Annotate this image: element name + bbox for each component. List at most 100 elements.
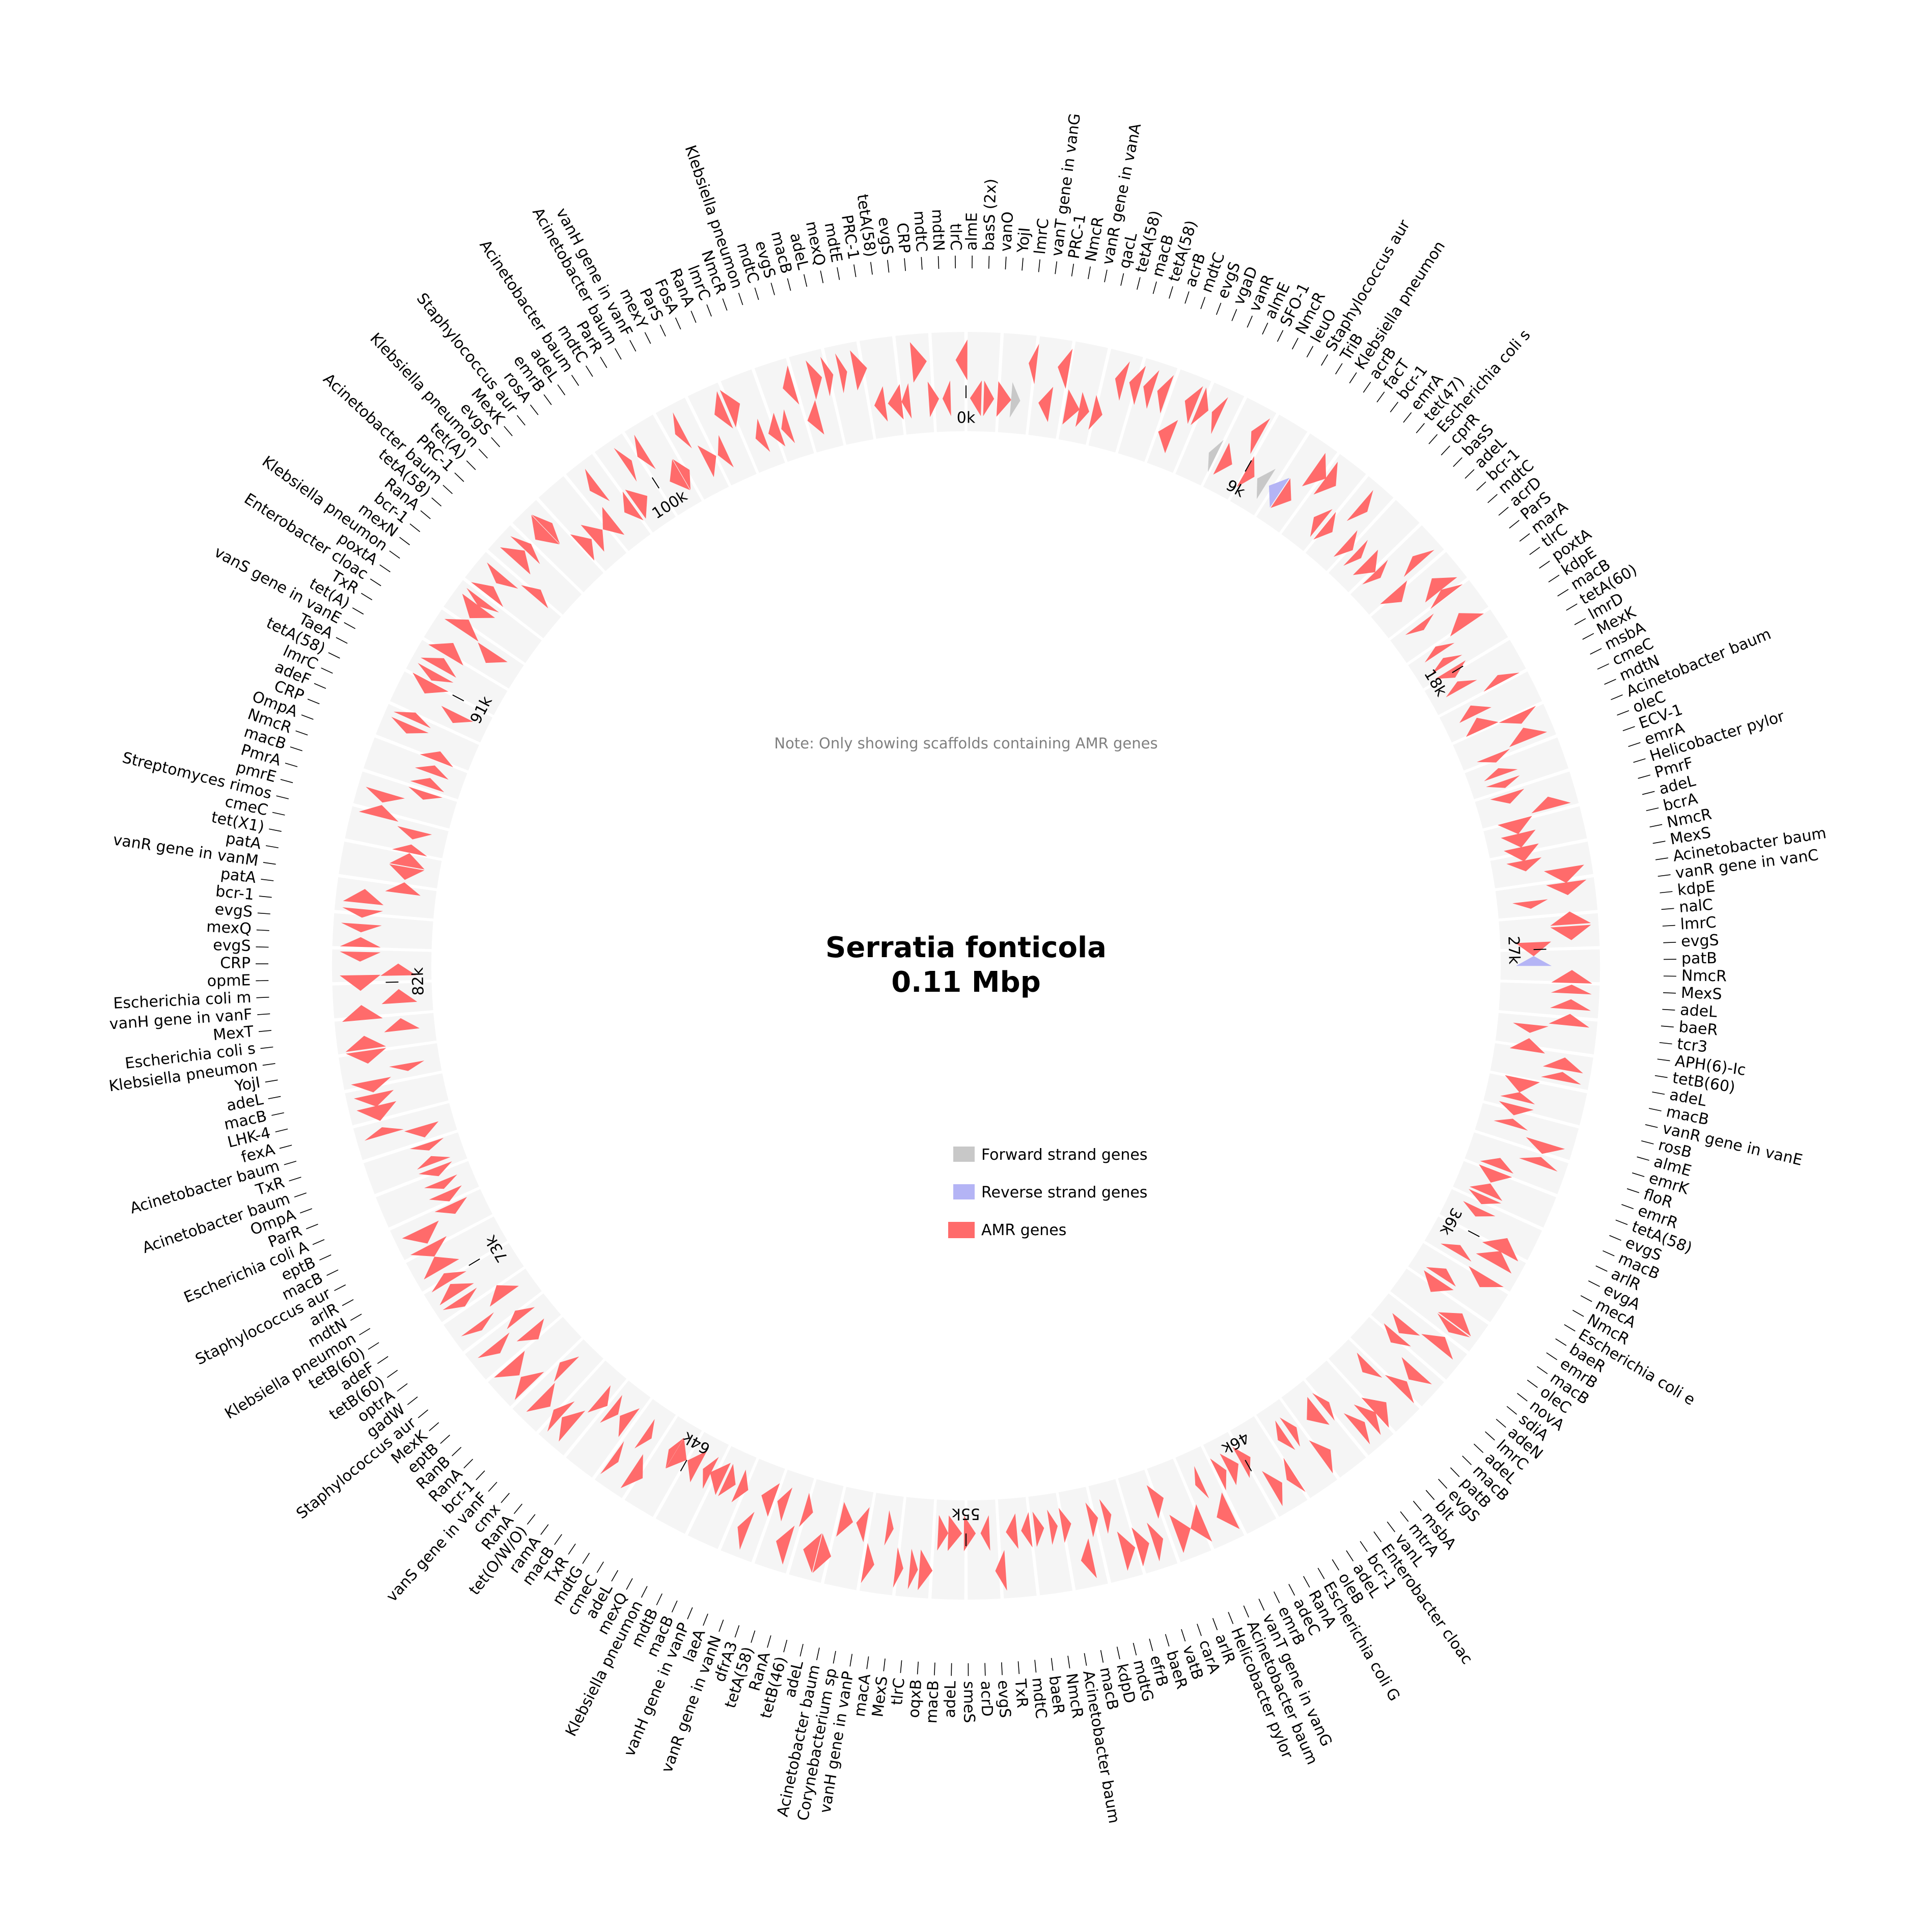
- gene-arrow: [687, 1450, 707, 1483]
- gene-label: bcr-1: [215, 882, 255, 904]
- track-segment: [1329, 1339, 1420, 1432]
- gene-arrow: [366, 787, 405, 803]
- track-segment: [1465, 1132, 1569, 1194]
- gene-arrow: [1542, 1057, 1583, 1074]
- gene-label-tick: [1084, 1653, 1087, 1666]
- gene-arrow: [1549, 1014, 1589, 1028]
- gene-label-tick: [1231, 309, 1237, 321]
- organism-title: Serratia fonticola: [825, 931, 1107, 964]
- tick-label: 55k: [952, 1505, 980, 1523]
- gene-label-tick: [770, 283, 775, 295]
- gene-label-tick: [1152, 281, 1157, 294]
- gene-arrow: [909, 342, 927, 383]
- gene-arrow: [1217, 1492, 1240, 1529]
- gene-label-tick: [276, 795, 289, 799]
- gene-arrow: [861, 1543, 874, 1583]
- track-segment: [1499, 982, 1600, 1019]
- gene-arrow: [1147, 1522, 1164, 1561]
- gene-label: tlrC: [946, 223, 964, 250]
- track-segment: [538, 476, 627, 571]
- gene-arrow: [392, 844, 427, 857]
- gene-arrow: [381, 989, 418, 1004]
- gene-label-tick: [379, 564, 391, 573]
- track-segment: [1483, 1073, 1587, 1126]
- gene-arrow: [1343, 540, 1368, 566]
- gene-arrow: [634, 1419, 655, 1449]
- gene-label-tick: [1262, 322, 1268, 335]
- gene-arrow: [1505, 1075, 1540, 1093]
- gene-arrow: [1466, 717, 1499, 737]
- gene-label-tick: [557, 384, 566, 396]
- gene-label-tick: [1438, 1478, 1448, 1489]
- gene-arrow: [1385, 1375, 1414, 1404]
- gene-arrow: [1088, 395, 1102, 430]
- track-segment: [1475, 771, 1579, 829]
- track-segment: [1305, 476, 1394, 571]
- gene-label-tick: [849, 1654, 853, 1667]
- gene-label-tick: [1116, 1646, 1120, 1660]
- gene-arrow: [835, 353, 847, 394]
- gene-arrow: [424, 1256, 459, 1280]
- gene-label: kdpE: [1676, 878, 1716, 900]
- gene-arrow: [489, 1285, 519, 1307]
- gene-arrow: [836, 1502, 853, 1537]
- gene-label-tick: [463, 1459, 474, 1469]
- gene-arrow: [776, 1525, 795, 1565]
- gene-label: acrD: [977, 1681, 996, 1717]
- gene-label-tick: [1566, 603, 1578, 611]
- track-segment: [824, 1487, 874, 1590]
- gene-label-tick: [1476, 481, 1486, 491]
- gene-arrow: [353, 1090, 394, 1107]
- gene-arrow: [397, 826, 432, 840]
- gene-arrow: [415, 765, 449, 780]
- gene-label: CRP: [220, 954, 251, 972]
- gene-label-tick: [285, 763, 298, 767]
- gene-label-tick: [1546, 1352, 1558, 1360]
- gene-arrow: [1268, 478, 1290, 508]
- legend-item-amr: AMR genes: [948, 1221, 1066, 1239]
- gene-arrow: [820, 356, 834, 397]
- gene-arrow: [343, 889, 384, 906]
- gene-label-tick: [1652, 841, 1666, 844]
- gene-label-tick: [491, 437, 501, 448]
- track-segment: [376, 704, 479, 771]
- gene-arrow: [893, 1547, 903, 1588]
- track-segment: [424, 1243, 524, 1323]
- gene-label-tick: [1149, 1638, 1153, 1652]
- gene-label-tick: [900, 1660, 902, 1673]
- track-segment: [488, 525, 582, 615]
- gene-label-tick: [751, 1630, 756, 1643]
- gene-arrow: [710, 1463, 731, 1495]
- legend-label-reverse: Reverse strand genes: [981, 1184, 1147, 1202]
- gene-arrow: [1482, 1238, 1519, 1262]
- gene-arrow: [389, 864, 425, 880]
- gene-label: basS (2x): [980, 178, 1000, 251]
- gene-label-tick: [454, 472, 464, 482]
- gene-arrow: [510, 536, 540, 564]
- gene-arrow: [1546, 879, 1587, 896]
- gene-arrow: [514, 1372, 544, 1401]
- gene-arrow: [918, 1549, 933, 1590]
- gene-label-tick: [691, 311, 697, 323]
- gene-arrow: [1469, 1266, 1504, 1288]
- gene-label-tick: [1133, 1642, 1137, 1656]
- gene-arrow: [1343, 1413, 1370, 1444]
- gene-label: lmrC: [1680, 913, 1717, 933]
- gene-label-tick: [1071, 263, 1074, 276]
- gene-arrow: [761, 1483, 780, 1517]
- gene-arrow: [410, 778, 445, 793]
- gene-label-tick: [268, 1096, 281, 1100]
- gene-label-tick: [263, 862, 276, 865]
- gene-arrow: [1058, 348, 1073, 389]
- gene-label-tick: [1332, 1559, 1340, 1571]
- gene-arrow: [783, 365, 799, 405]
- gene-label: evgS: [994, 1680, 1014, 1718]
- gene-label: evgS: [214, 901, 254, 921]
- gene-arrow: [487, 562, 518, 589]
- gene-arrow: [581, 524, 604, 552]
- gene-arrow: [673, 412, 692, 449]
- gene-label-tick: [1487, 494, 1498, 504]
- gene-label-tick: [262, 1063, 275, 1066]
- gene-arrow: [587, 1385, 611, 1413]
